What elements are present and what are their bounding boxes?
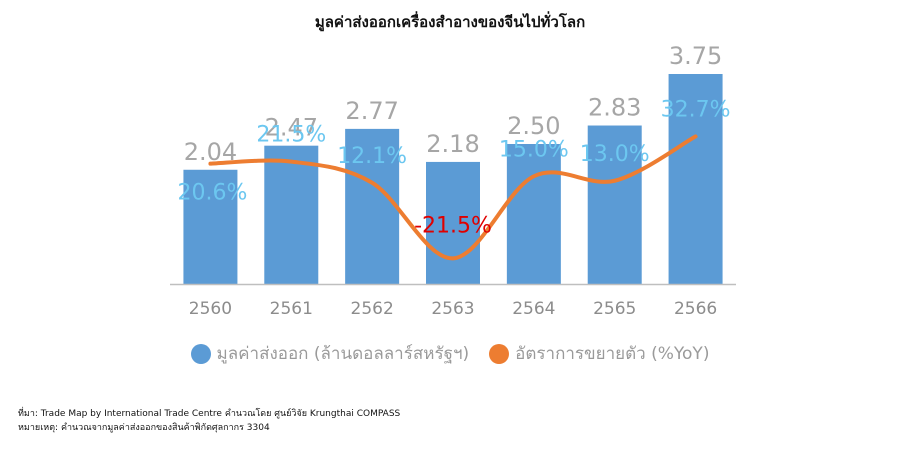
growth-label-2562: 12.1% (337, 144, 407, 169)
bar-2562 (345, 128, 400, 284)
growth-label-2564: 15.0% (499, 137, 569, 162)
x-tick-label-2563: 2563 (431, 299, 474, 319)
chart-title: มูลค่าส่งออกเครื่องสำอางของจีนไปทั่วโลก (314, 13, 586, 31)
growth-label-2563: -21.5% (414, 213, 492, 238)
legend-swatch-line (489, 343, 510, 364)
footnote-note: หมายเหตุ: คำนวณจากมูลค่าส่งออกของสินค้าพ… (18, 423, 270, 433)
growth-line (208, 134, 698, 261)
x-tick-label-2564: 2564 (512, 299, 555, 319)
legend-item-export-value: มูลค่าส่งออก (ล้านดอลลาร์สหรัฐฯ) (190, 340, 470, 367)
bar-value-label-2562: 2.77 (345, 97, 398, 125)
chart-svg: 2560 2561 2562 2563 2564 2565 25662.042.472.77… (170, 42, 736, 319)
bar-2565 (587, 125, 642, 285)
growth-label-2561: 21.5% (256, 123, 326, 148)
legend-label-export-value: มูลค่าส่งออก (ล้านดอลลาร์สหรัฐฯ) (216, 344, 470, 364)
bar-2561 (264, 145, 319, 284)
bar-2560 (183, 169, 238, 284)
x-tick-label-2566: 2566 (674, 299, 717, 319)
bar-value-label-2564: 2.50 (507, 112, 560, 140)
chart-legend: มูลค่าส่งออก (ล้านดอลลาร์สหรัฐฯ) อัตรากา… (0, 340, 900, 367)
growth-label-2566: 32.7% (661, 97, 731, 122)
legend-swatch-bar (190, 343, 211, 364)
footnote-source: ที่มา: Trade Map by International Trade … (18, 409, 401, 419)
x-tick-label-2560: 2560 (189, 299, 232, 319)
bar-value-label-2561: 2.47 (265, 114, 318, 142)
bar-value-label-2566: 3.75 (669, 42, 722, 70)
legend-item-growth-rate: อัตราการขยายตัว (%YoY) (489, 340, 709, 367)
bar-2563 (426, 161, 480, 284)
bar-value-label-2565: 2.83 (588, 94, 641, 122)
growth-label-2560: 20.6% (177, 181, 247, 206)
x-tick-label-2562: 2562 (351, 299, 394, 319)
x-tick-label-2565: 2565 (593, 299, 636, 319)
bar-2564 (506, 144, 561, 284)
bar-value-label-2563: 2.18 (426, 130, 479, 158)
x-tick-label-2561: 2561 (270, 299, 313, 319)
legend-label-growth-rate: อัตราการขยายตัว (%YoY) (515, 344, 710, 364)
bar-2566 (668, 74, 723, 284)
growth-label-2565: 13.0% (580, 142, 650, 167)
